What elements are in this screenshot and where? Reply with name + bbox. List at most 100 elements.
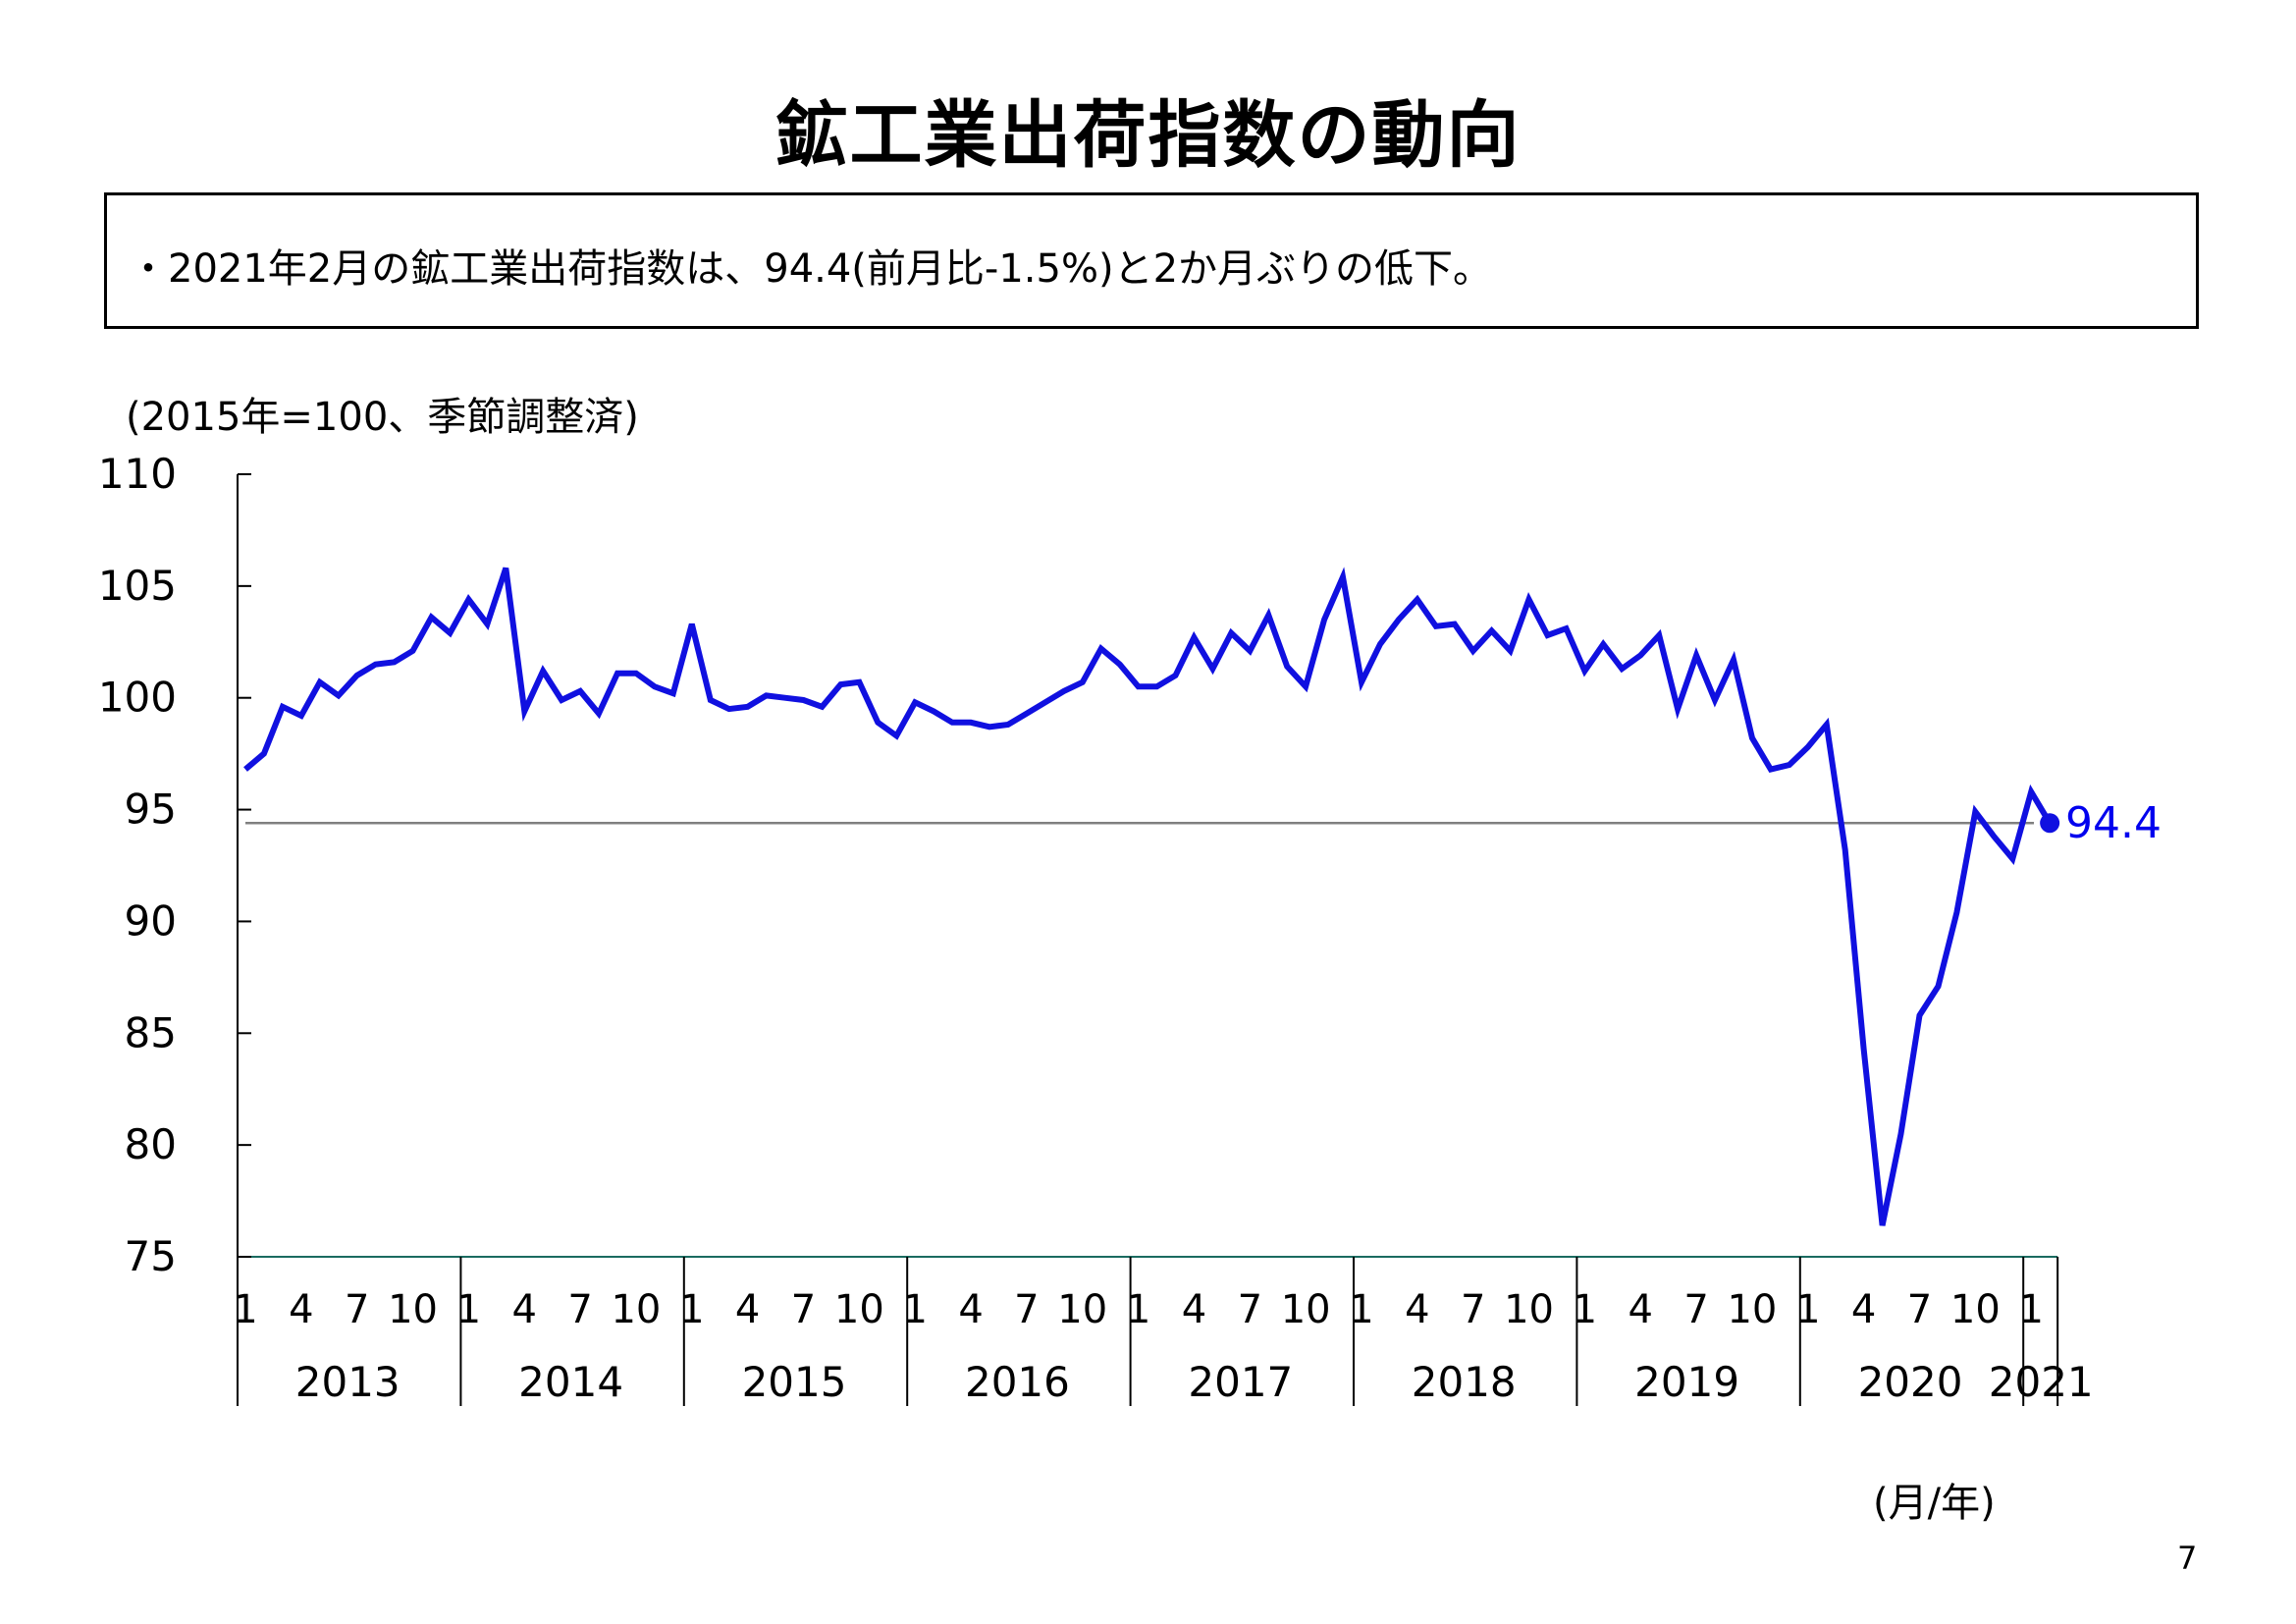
- data-point: [1342, 575, 1345, 578]
- data-point: [783, 696, 786, 699]
- year-label: 2018: [1412, 1358, 1517, 1406]
- data-point: [337, 694, 340, 697]
- year-label: 2013: [295, 1358, 400, 1406]
- data-point: [1099, 647, 1102, 650]
- data-point: [1750, 736, 1753, 739]
- data-point: [988, 726, 991, 729]
- data-point: [709, 698, 712, 701]
- data-point: [1658, 633, 1661, 636]
- data-point: [486, 623, 489, 625]
- data-point: [671, 692, 674, 695]
- y-tick-label: 90: [125, 896, 177, 945]
- data-point: [839, 683, 842, 686]
- data-point: [1081, 680, 1084, 683]
- y-tick-label: 110: [98, 450, 177, 498]
- data-point: [449, 631, 452, 634]
- month-tick-label: 10: [1727, 1287, 1777, 1332]
- data-point: [1025, 712, 1028, 715]
- month-tick-label: 10: [1950, 1287, 2001, 1332]
- year-label: 2016: [965, 1358, 1070, 1406]
- data-point: [746, 705, 749, 708]
- data-point: [2011, 857, 2014, 860]
- data-point: [1118, 663, 1121, 666]
- month-tick-label: 10: [1504, 1287, 1554, 1332]
- year-label: 2017: [1188, 1358, 1293, 1406]
- data-point: [727, 708, 730, 711]
- data-point: [1899, 1132, 1902, 1135]
- month-tick-label: 4: [1405, 1287, 1429, 1332]
- data-point: [1155, 685, 1158, 688]
- data-point: [1621, 668, 1624, 671]
- month-tick-label: 10: [1057, 1287, 1107, 1332]
- y-tick-label: 85: [125, 1008, 177, 1056]
- data-point: [1361, 680, 1363, 683]
- data-point: [1397, 619, 1400, 622]
- data-point: [1471, 649, 1474, 652]
- data-point: [1733, 659, 1735, 662]
- data-point: [877, 721, 880, 724]
- data-point: [1323, 619, 1326, 622]
- data-point: [393, 661, 396, 664]
- month-tick-label: 4: [512, 1287, 537, 1332]
- year-label: 2015: [742, 1358, 847, 1406]
- series-line: [243, 567, 2053, 1226]
- summary-box: ・2021年2月の鉱工業出荷指数は、94.4(前月比-1.5%)と2か月ぶりの低…: [104, 192, 2199, 329]
- data-point: [1862, 1048, 1865, 1051]
- data-point: [1043, 701, 1046, 704]
- data-point: [1955, 911, 1958, 914]
- data-point: [1286, 665, 1289, 668]
- data-point: [1937, 985, 1940, 988]
- data-point: [1509, 649, 1512, 652]
- last-point-marker: [2040, 813, 2060, 834]
- page-number: 7: [2177, 1540, 2198, 1577]
- month-tick-label: 10: [1281, 1287, 1331, 1332]
- y-tick-label: 105: [98, 562, 177, 610]
- month-tick-label: 7: [1461, 1287, 1485, 1332]
- data-point: [1769, 768, 1772, 771]
- month-tick-label: 1: [679, 1287, 704, 1332]
- data-point: [1137, 685, 1140, 688]
- data-point: [2030, 790, 2033, 793]
- y-tick-label: 80: [125, 1120, 177, 1168]
- month-tick-label: 7: [791, 1287, 816, 1332]
- data-point: [1788, 764, 1790, 767]
- month-tick-label: 1: [902, 1287, 927, 1332]
- last-value-label: 94.4: [2065, 798, 2162, 848]
- month-tick-label: 7: [1683, 1287, 1708, 1332]
- data-point: [951, 721, 954, 724]
- data-point: [430, 616, 433, 619]
- data-point: [1714, 698, 1717, 701]
- data-point: [634, 672, 637, 675]
- month-tick-label: 1: [1126, 1287, 1150, 1332]
- data-point: [1305, 685, 1308, 688]
- data-point: [1918, 1014, 1921, 1017]
- month-tick-label: 4: [1182, 1287, 1206, 1332]
- data-point: [598, 712, 601, 715]
- month-tick-label: 7: [567, 1287, 592, 1332]
- year-label: 2020: [1858, 1358, 1963, 1406]
- data-point: [1249, 649, 1252, 652]
- y-tick-label: 100: [98, 674, 177, 722]
- month-tick-label: 7: [1238, 1287, 1262, 1332]
- data-point: [281, 705, 284, 708]
- month-tick-label: 4: [289, 1287, 313, 1332]
- data-point: [411, 649, 414, 652]
- data-point: [1546, 633, 1549, 636]
- data-point: [933, 710, 935, 713]
- month-tick-label: 4: [1851, 1287, 1876, 1332]
- data-point: [1695, 654, 1698, 657]
- data-point: [895, 734, 898, 737]
- data-point: [970, 721, 973, 724]
- month-tick-label: 10: [388, 1287, 438, 1332]
- data-point: [1565, 627, 1568, 630]
- year-label: 2019: [1634, 1358, 1739, 1406]
- data-point: [1415, 598, 1418, 601]
- data-point: [1230, 631, 1233, 634]
- month-tick-label: 1: [1795, 1287, 1820, 1332]
- month-tick-label: 1: [2018, 1287, 2043, 1332]
- data-point: [1974, 810, 1977, 813]
- data-point: [1993, 835, 1996, 838]
- data-point: [1639, 654, 1642, 657]
- month-tick-label: 7: [345, 1287, 369, 1332]
